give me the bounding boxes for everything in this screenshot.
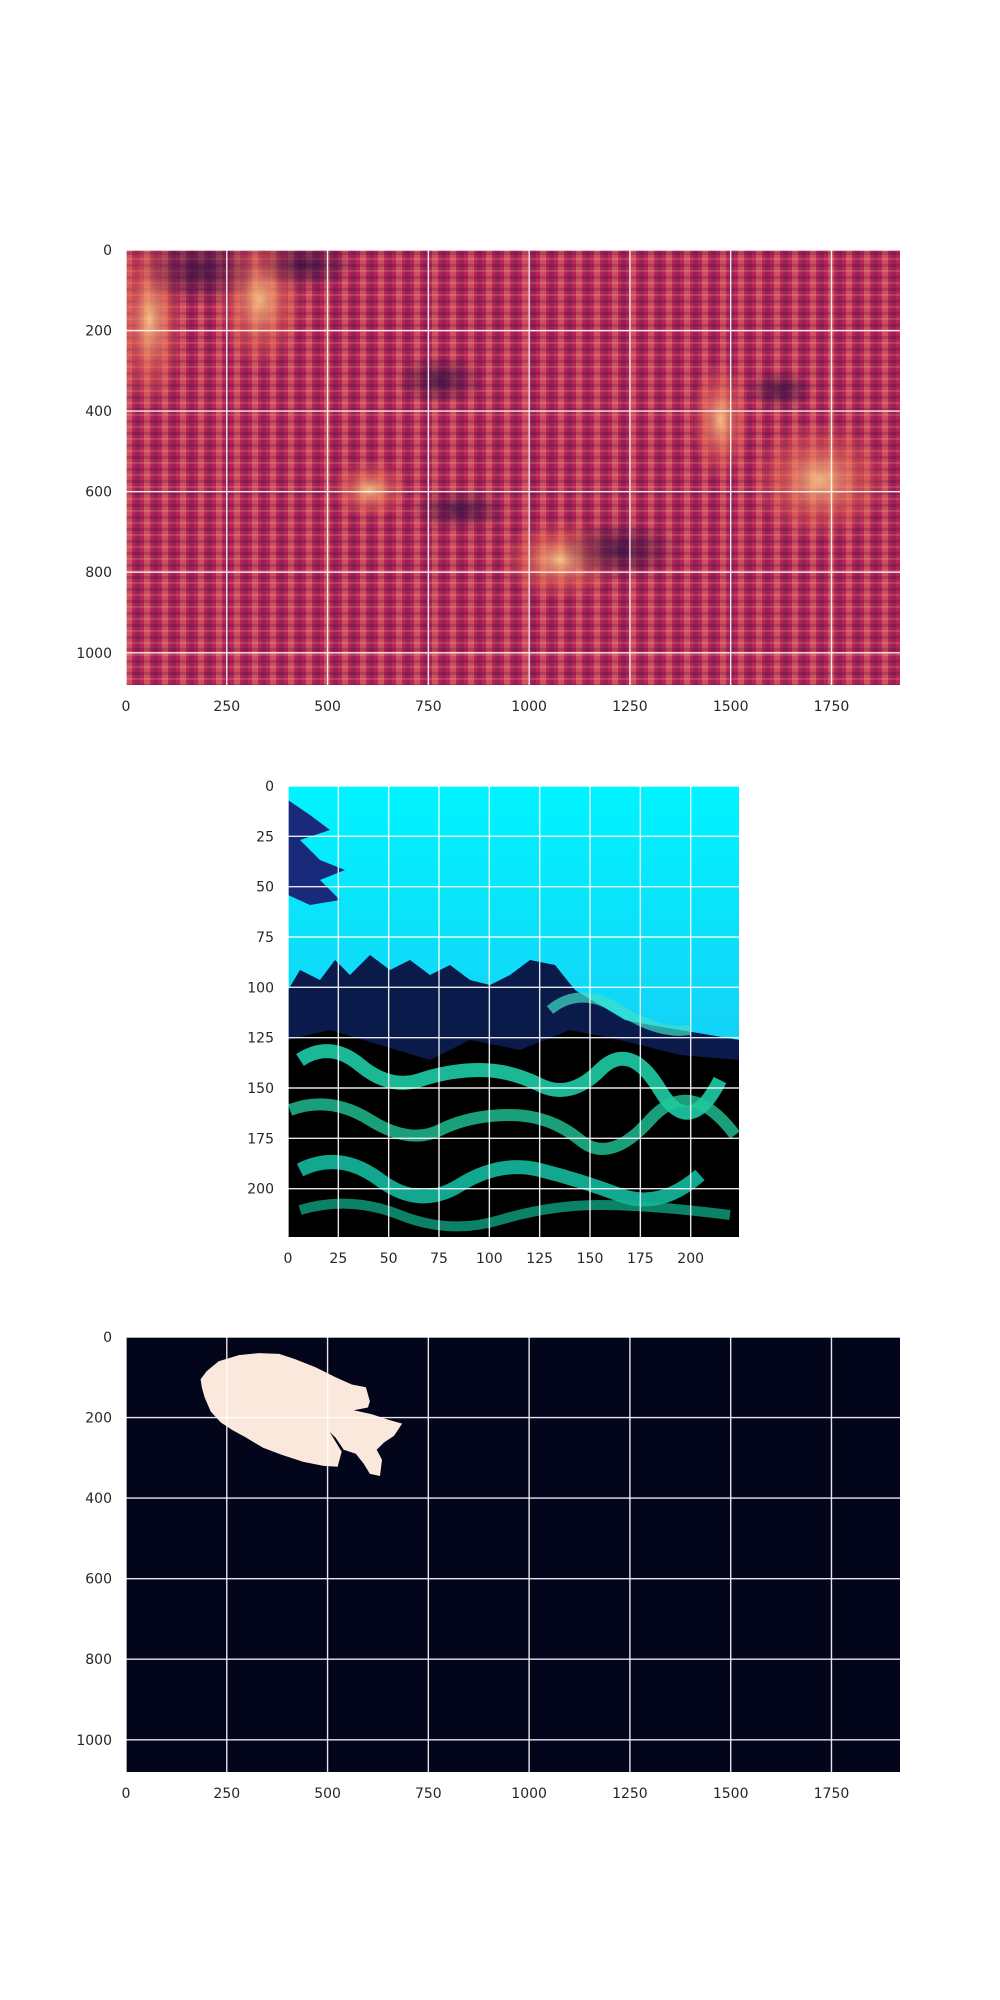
heatmap-x-ticks: 0 250 500 750 1000 1250 1500 1750 <box>122 699 850 715</box>
mask-grid <box>125 1336 900 1772</box>
photo-panel: 0 25 50 75 100 125 150 175 200 0 25 50 75 100 125 150 1… <box>247 779 739 1267</box>
heatmap-x-tick-label: 1750 <box>814 699 850 715</box>
photo-y-tick-label: 100 <box>247 980 274 996</box>
photo-x-tick-label: 0 <box>284 1251 293 1267</box>
heatmap-cold-region <box>560 520 680 580</box>
photo-x-tick-label: 200 <box>677 1251 704 1267</box>
mask-y-tick-label: 400 <box>85 1491 112 1507</box>
heatmap-hot-region <box>690 360 750 480</box>
mask-panel: 0 250 500 750 1000 1250 1500 1750 0 200 400 600 800… <box>76 1330 900 1802</box>
mask-x-ticks: 0 250 500 750 1000 1250 1500 1750 <box>122 1786 850 1802</box>
mask-fish-region <box>200 1353 403 1476</box>
photo-dark-foliage <box>288 800 345 905</box>
photo-image <box>288 786 739 1237</box>
photo-y-tick-label: 25 <box>256 829 274 845</box>
photo-x-ticks: 0 25 50 75 100 125 150 175 200 <box>284 1251 705 1267</box>
heatmap-image <box>126 250 900 685</box>
heatmap-x-tick-label: 1000 <box>511 699 547 715</box>
heatmap-y-tick-label: 400 <box>85 404 112 420</box>
heatmap-panel: 0 250 500 750 1000 1250 1500 1750 0 200 400 600 800… <box>76 243 900 715</box>
photo-reef-highlight <box>288 1094 739 1155</box>
heatmap-x-tick-label: 500 <box>314 699 341 715</box>
heatmap-x-tick-label: 750 <box>415 699 442 715</box>
heatmap-grid <box>125 249 900 685</box>
heatmap-y-tick-label: 200 <box>85 324 112 340</box>
photo-y-tick-label: 150 <box>247 1081 274 1097</box>
photo-y-tick-label: 50 <box>256 880 274 896</box>
photo-reef-highlight <box>296 1044 727 1120</box>
mask-y-tick-label: 200 <box>85 1411 112 1427</box>
mask-x-tick-label: 1500 <box>713 1786 749 1802</box>
photo-y-tick-label: 175 <box>247 1131 274 1147</box>
photo-y-tick-label: 125 <box>247 1031 274 1047</box>
heatmap-hot-region <box>330 460 410 520</box>
mask-x-tick-label: 500 <box>314 1786 341 1802</box>
mask-y-ticks: 0 200 400 600 800 1000 <box>76 1330 112 1749</box>
photo-x-tick-label: 50 <box>380 1251 398 1267</box>
photo-x-tick-label: 75 <box>430 1251 448 1267</box>
photo-x-tick-label: 25 <box>329 1251 347 1267</box>
heatmap-cold-region <box>395 355 485 405</box>
photo-y-tick-label: 0 <box>265 779 274 795</box>
heatmap-y-tick-label: 1000 <box>76 646 112 662</box>
photo-x-tick-label: 150 <box>577 1251 604 1267</box>
heatmap-y-tick-label: 0 <box>103 243 112 259</box>
photo-y-tick-label: 200 <box>247 1182 274 1198</box>
heatmap-y-ticks: 0 200 400 600 800 1000 <box>76 243 112 662</box>
mask-x-tick-label: 1000 <box>511 1786 547 1802</box>
mask-x-tick-label: 750 <box>415 1786 442 1802</box>
heatmap-y-tick-label: 800 <box>85 565 112 581</box>
photo-grid <box>287 785 739 1237</box>
mask-y-tick-label: 600 <box>85 1572 112 1588</box>
photo-x-tick-label: 100 <box>476 1251 503 1267</box>
photo-x-tick-label: 125 <box>526 1251 553 1267</box>
mask-y-tick-label: 800 <box>85 1652 112 1668</box>
photo-reef-highlight <box>296 1155 705 1207</box>
mask-y-tick-label: 0 <box>103 1330 112 1346</box>
mask-y-tick-label: 1000 <box>76 1733 112 1749</box>
mask-x-tick-label: 1250 <box>612 1786 648 1802</box>
heatmap-y-tick-label: 600 <box>85 485 112 501</box>
mask-x-tick-label: 250 <box>213 1786 240 1802</box>
photo-reef-highlight <box>546 992 691 1036</box>
heatmap-cold-region <box>255 250 355 290</box>
heatmap-cold-region <box>410 490 510 530</box>
heatmap-x-tick-label: 0 <box>122 699 131 715</box>
photo-x-tick-label: 175 <box>627 1251 654 1267</box>
heatmap-cold-region <box>745 370 815 410</box>
heatmap-x-tick-label: 1250 <box>612 699 648 715</box>
photo-reef-highlight <box>298 1198 731 1232</box>
heatmap-x-tick-label: 1500 <box>713 699 749 715</box>
photo-y-tick-label: 75 <box>256 930 274 946</box>
mask-x-tick-label: 1750 <box>814 1786 850 1802</box>
mask-x-tick-label: 0 <box>122 1786 131 1802</box>
heatmap-hot-region <box>750 420 890 540</box>
photo-y-ticks: 0 25 50 75 100 125 150 175 200 <box>247 779 274 1198</box>
heatmap-x-tick-label: 250 <box>213 699 240 715</box>
heatmap-cold-region <box>140 250 260 305</box>
